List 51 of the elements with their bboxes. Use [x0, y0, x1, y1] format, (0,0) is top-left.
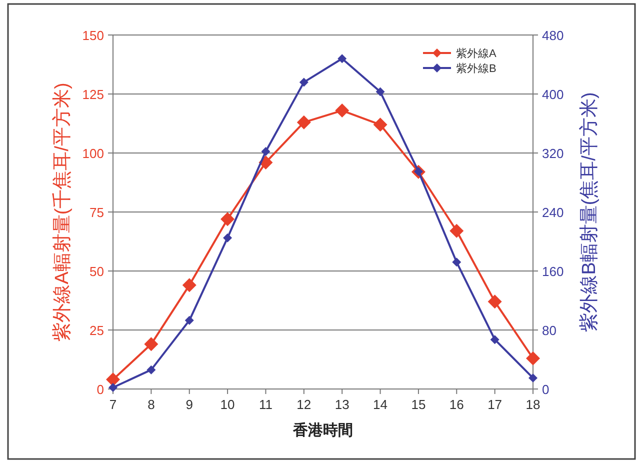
x-tick-label: 14: [373, 397, 388, 412]
x-tick-label: 8: [148, 397, 155, 412]
y2-tick-label: 0: [542, 382, 550, 397]
y2-tick-label: 80: [542, 323, 556, 338]
y2-tick-label: 400: [542, 87, 564, 102]
y-tick-label: 25: [90, 323, 104, 338]
y2-tick-label: 320: [542, 146, 564, 161]
point: [182, 278, 196, 292]
x-tick-label: 11: [258, 397, 272, 412]
x-tick-label: 16: [449, 397, 464, 412]
point: [488, 294, 502, 309]
x-tick-label: 9: [186, 397, 193, 412]
y-tick-label: 100: [82, 146, 104, 161]
y2-tick-label: 480: [542, 28, 564, 43]
point: [373, 118, 388, 132]
point: [296, 115, 311, 130]
point: [490, 335, 500, 344]
legend-label: 紫外線B: [456, 62, 496, 75]
point: [526, 351, 540, 366]
x-tick-label: 17: [488, 397, 502, 412]
x-tick-label: 18: [526, 397, 540, 412]
point: [450, 224, 464, 238]
point: [144, 337, 158, 352]
x-tick-label: 15: [411, 397, 426, 412]
y-tick-label: 125: [82, 87, 104, 102]
y2-tick-label: 160: [542, 264, 564, 279]
point: [452, 258, 462, 267]
y2-axis-title: 紫外線B輻射量(焦耳/平方米): [578, 92, 600, 332]
legend-label: 紫外線A: [456, 47, 497, 60]
point: [146, 365, 156, 374]
point: [299, 78, 308, 87]
x-tick-label: 7: [109, 397, 117, 412]
y-axis-title: 紫外線A輻射量(千焦耳/平方米): [51, 82, 73, 342]
point: [261, 147, 270, 156]
point: [335, 104, 350, 118]
y-tick-label: 150: [82, 28, 104, 43]
point: [223, 233, 232, 242]
x-axis-title: 香港時間: [292, 422, 353, 439]
point: [220, 212, 235, 226]
point: [106, 372, 120, 387]
y2-tick-label: 240: [542, 205, 564, 220]
point: [338, 54, 347, 64]
y-tick-label: 75: [90, 205, 104, 220]
y-tick-label: 50: [90, 264, 104, 279]
x-tick-label: 10: [220, 397, 235, 412]
point: [376, 87, 385, 96]
point: [528, 373, 538, 382]
x-tick-label: 12: [296, 397, 312, 412]
x-tick-label: 13: [334, 397, 350, 412]
y-tick-label: 0: [96, 382, 104, 397]
point: [184, 316, 194, 325]
